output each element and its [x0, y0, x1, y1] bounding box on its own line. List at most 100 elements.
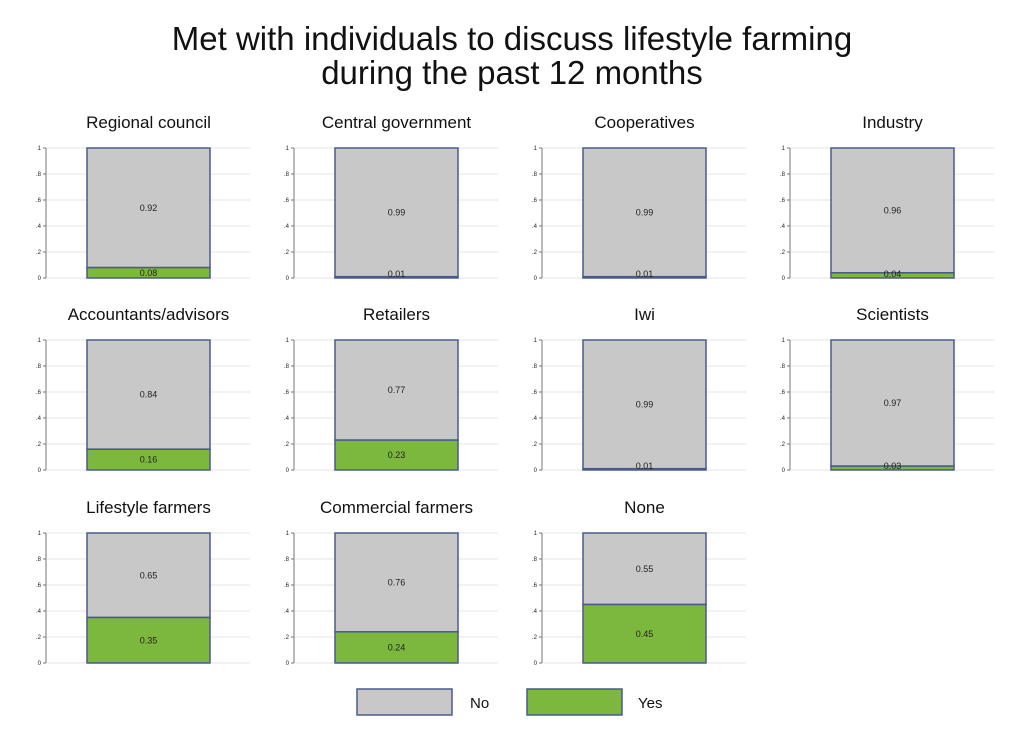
bar-yes — [86, 616, 211, 664]
panel: Accountants/advisors 0 .2 .4 .6 .8 1 0.84 0.16 — [36, 305, 250, 474]
value-label-yes: 0.08 — [140, 268, 158, 278]
panels: Regional council 0 .2 .4 .6 .8 1 0.92 0.08 Centra… — [36, 113, 994, 667]
y-tick-label: .8 — [36, 364, 42, 370]
bar-no — [582, 339, 707, 470]
panel: Iwi 0 .2 .4 .6 .8 1 0.99 0.01 — [532, 305, 746, 474]
panel: Scientists 0 .2 .4 .6 .8 1 0.97 0.03 — [780, 305, 994, 474]
bar-yes — [86, 448, 211, 471]
y-tick-label: .8 — [284, 172, 290, 178]
panel: Cooperatives 0 .2 .4 .6 .8 1 0.99 0.01 — [532, 113, 746, 282]
y-tick-label: .6 — [284, 583, 290, 589]
y-tick-label: 0 — [286, 661, 290, 667]
y-tick-label: .4 — [532, 416, 538, 422]
bar-no — [830, 339, 955, 467]
value-label-yes: 0.01 — [388, 269, 406, 279]
panel: Retailers 0 .2 .4 .6 .8 1 0.77 0.23 — [284, 305, 498, 474]
bar-no — [334, 532, 459, 633]
y-tick-label: .2 — [36, 250, 42, 256]
legend-swatch — [356, 688, 453, 716]
value-label-yes: 0.01 — [636, 269, 654, 279]
panel: None 0 .2 .4 .6 .8 1 0.55 0.45 — [532, 498, 746, 667]
bar-yes — [830, 465, 955, 471]
y-tick-label: .8 — [36, 557, 42, 563]
bar-yes — [830, 272, 955, 279]
value-label-yes: 0.01 — [636, 461, 654, 471]
panel-title: Cooperatives — [594, 113, 694, 132]
panel: Commercial farmers 0 .2 .4 .6 .8 1 0.76 0.24 — [284, 498, 498, 667]
y-tick-label: .4 — [284, 609, 290, 615]
bar-no — [86, 532, 211, 619]
panel-title: Retailers — [363, 305, 430, 324]
y-tick-label: .6 — [284, 390, 290, 396]
value-label-no: 0.76 — [388, 577, 406, 587]
y-tick-label: .2 — [532, 250, 538, 256]
y-tick-label: .8 — [284, 557, 290, 563]
panel-title: Scientists — [856, 305, 929, 324]
y-tick-label: 0 — [782, 276, 786, 282]
panel-title: Accountants/advisors — [68, 305, 230, 324]
y-tick-label: .4 — [780, 224, 786, 230]
bar-yes — [582, 467, 707, 471]
y-tick-label: 1 — [534, 146, 538, 152]
value-label-no: 0.77 — [388, 385, 406, 395]
value-label-no: 0.97 — [884, 398, 902, 408]
y-tick-label: .8 — [780, 364, 786, 370]
y-tick-label: 1 — [782, 146, 786, 152]
value-label-no: 0.84 — [140, 390, 158, 400]
y-tick-label: .6 — [780, 390, 786, 396]
value-label-yes: 0.35 — [140, 635, 158, 645]
y-tick-label: .4 — [36, 224, 42, 230]
bar-no — [334, 339, 459, 441]
y-tick-label: .6 — [780, 198, 786, 204]
y-tick-label: .8 — [780, 172, 786, 178]
y-tick-label: .4 — [532, 609, 538, 615]
value-label-no: 0.92 — [140, 203, 158, 213]
legend-item: No — [356, 688, 489, 716]
panel-title: Industry — [862, 113, 923, 132]
panel: Industry 0 .2 .4 .6 .8 1 0.96 0.04 — [780, 113, 994, 282]
bar-yes — [86, 266, 211, 279]
value-label-no: 0.55 — [636, 564, 654, 574]
y-tick-label: 0 — [38, 468, 42, 474]
bar-no — [86, 147, 211, 269]
value-label-yes: 0.16 — [140, 455, 158, 465]
y-tick-label: .2 — [780, 442, 786, 448]
y-tick-label: .8 — [532, 364, 538, 370]
y-tick-label: 1 — [286, 531, 290, 537]
y-tick-label: 0 — [782, 468, 786, 474]
value-label-no: 0.96 — [884, 205, 902, 215]
value-label-no: 0.99 — [636, 399, 654, 409]
y-tick-label: .6 — [36, 583, 42, 589]
y-tick-label: 1 — [38, 146, 42, 152]
y-tick-label: 1 — [38, 338, 42, 344]
value-label-yes: 0.45 — [636, 629, 654, 639]
y-tick-label: .8 — [36, 172, 42, 178]
y-tick-label: 0 — [534, 468, 538, 474]
y-tick-label: .8 — [532, 172, 538, 178]
y-tick-label: .2 — [532, 442, 538, 448]
legend-swatch — [526, 688, 623, 716]
panel-title: Commercial farmers — [320, 498, 473, 517]
y-tick-label: .2 — [284, 250, 290, 256]
y-tick-label: 0 — [38, 276, 42, 282]
y-tick-label: 0 — [534, 276, 538, 282]
y-tick-label: .6 — [284, 198, 290, 204]
panel: Lifestyle farmers 0 .2 .4 .6 .8 1 0.65 0.35 — [36, 498, 250, 667]
y-tick-label: .6 — [532, 583, 538, 589]
legend: No Yes — [356, 688, 662, 716]
y-tick-label: .4 — [284, 416, 290, 422]
bar-no — [830, 147, 955, 274]
y-tick-label: .6 — [36, 390, 42, 396]
panel: Central government 0 .2 .4 .6 .8 1 0.99 0.01 — [284, 113, 498, 282]
y-tick-label: .6 — [532, 198, 538, 204]
panel-title: Lifestyle farmers — [86, 498, 211, 517]
panel-title: Central government — [322, 113, 472, 132]
y-tick-label: .4 — [780, 416, 786, 422]
y-tick-label: .8 — [284, 364, 290, 370]
y-tick-label: 0 — [38, 661, 42, 667]
y-tick-label: .2 — [780, 250, 786, 256]
bar-yes — [582, 275, 707, 279]
bar-no — [86, 339, 211, 450]
y-tick-label: 1 — [38, 531, 42, 537]
